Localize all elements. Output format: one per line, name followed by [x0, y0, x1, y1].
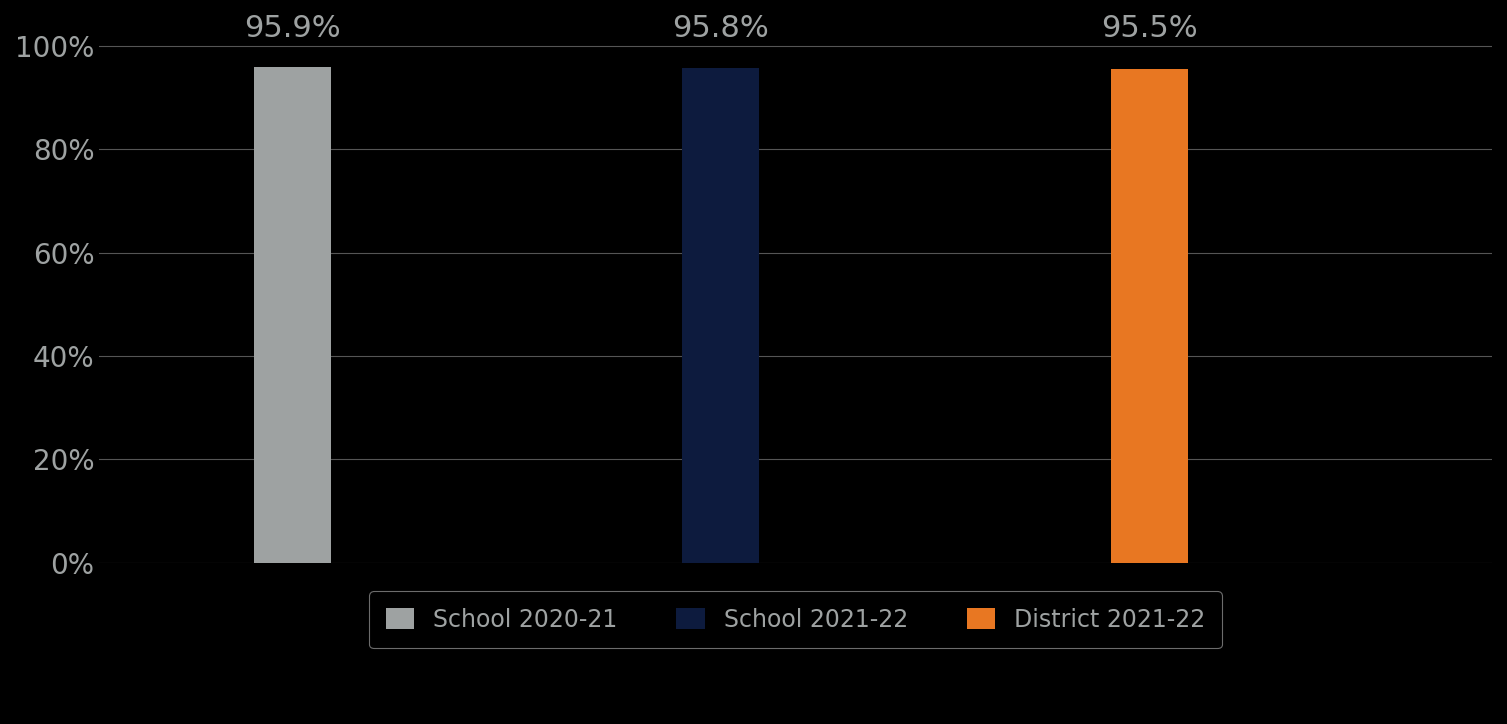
Bar	[253, 67, 330, 563]
Bar	[1111, 70, 1188, 563]
Bar	[683, 67, 760, 563]
Text: 95.5%: 95.5%	[1100, 14, 1198, 43]
Text: 95.8%: 95.8%	[672, 14, 769, 43]
Text: 95.9%: 95.9%	[244, 14, 341, 43]
Legend: School 2020-21, School 2021-22, District 2021-22: School 2020-21, School 2021-22, District…	[369, 592, 1222, 649]
